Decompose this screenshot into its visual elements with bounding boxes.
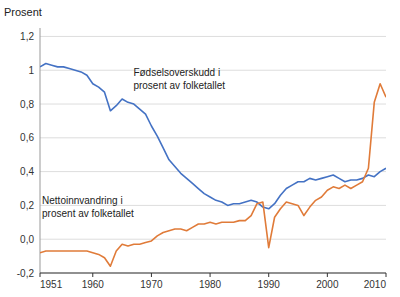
tick-mark [151, 273, 152, 277]
tick-label: 1960 [82, 279, 105, 290]
tick-mark [92, 273, 93, 277]
tick-label: 2000 [316, 279, 339, 290]
tick-label: -0,2 [17, 268, 35, 279]
grid-line [40, 171, 386, 172]
tick-label: 0,4 [20, 166, 34, 177]
annotation: Fødselsoverskudd iprosent av folketallet [133, 67, 225, 91]
plot-area [40, 63, 386, 266]
tick-label: 1,2 [20, 31, 34, 42]
tick-mark [386, 273, 387, 277]
tick-mark [40, 273, 41, 277]
grid-line [40, 104, 386, 105]
line [40, 84, 386, 266]
tick-label: 1951 [40, 279, 63, 290]
x-ticks: 1951 1960 1970 1980 1990 2000 2010 [40, 273, 386, 290]
axis-title: Prosent [4, 6, 42, 18]
grid-line [40, 239, 386, 240]
tick-mark [210, 273, 211, 277]
chart: -0,20,00,20,40,60,811,219511960197019801… [0, 0, 400, 297]
y-grid [40, 36, 386, 273]
tick-label: 2010 [364, 279, 387, 290]
tick-label: 1980 [199, 279, 222, 290]
tick-label: 0,2 [20, 200, 34, 211]
grid-line [40, 273, 386, 274]
tick-label: 0,0 [20, 234, 34, 245]
tick-label: 0,8 [20, 99, 34, 110]
x-axis-line [40, 273, 386, 274]
tick-mark [327, 273, 328, 277]
y-tick-labels: -0,2 0,0 0,2 0,4 0,6 0,8 1 1,2 [17, 31, 35, 279]
y-axis-line [40, 28, 41, 273]
tick-label: 1990 [258, 279, 281, 290]
grid-line [40, 36, 386, 37]
grid-line [40, 137, 386, 138]
tick-mark [268, 273, 269, 277]
tick-label: 1 [28, 65, 34, 76]
tick-label: 1970 [140, 279, 163, 290]
tick-label: 0,6 [20, 132, 34, 143]
annotation: Nettoinnvandring iprosent av folketallet [42, 195, 134, 219]
